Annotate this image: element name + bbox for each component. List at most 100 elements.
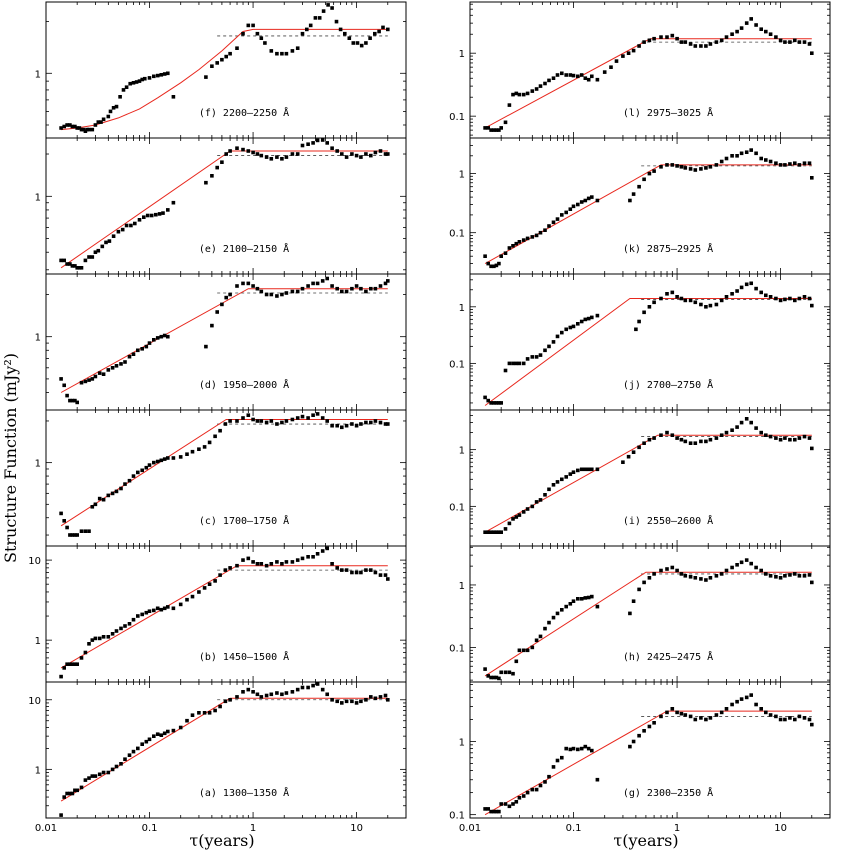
data-point bbox=[213, 434, 217, 439]
data-point bbox=[534, 638, 539, 643]
data-point bbox=[652, 721, 656, 725]
data-point bbox=[59, 511, 63, 516]
data-point bbox=[204, 344, 208, 349]
data-point bbox=[730, 702, 734, 707]
data-point bbox=[699, 167, 703, 171]
data-point bbox=[93, 774, 98, 778]
data-point bbox=[675, 164, 679, 168]
data-point bbox=[704, 717, 708, 722]
data-point bbox=[724, 707, 729, 711]
data-point bbox=[564, 327, 568, 332]
data-point bbox=[110, 491, 115, 496]
data-point bbox=[166, 208, 170, 212]
data-point bbox=[295, 416, 300, 420]
data-point bbox=[155, 606, 160, 611]
data-point bbox=[110, 632, 115, 636]
data-point bbox=[68, 791, 72, 796]
x-tick-label: 1 bbox=[250, 823, 256, 834]
data-point bbox=[525, 790, 530, 795]
data-point bbox=[204, 180, 208, 185]
data-point bbox=[96, 248, 101, 253]
data-point bbox=[683, 713, 688, 717]
y-tick-label: 1 bbox=[35, 69, 41, 80]
data-point bbox=[123, 624, 127, 628]
data-point bbox=[220, 57, 224, 62]
data-point bbox=[647, 724, 652, 729]
data-point bbox=[377, 29, 381, 34]
data-point bbox=[235, 695, 239, 699]
data-point bbox=[75, 126, 79, 130]
data-point bbox=[511, 671, 515, 676]
data-point bbox=[647, 576, 652, 580]
data-point bbox=[127, 478, 132, 483]
y-tick-label: 1 bbox=[35, 192, 41, 203]
data-point bbox=[642, 310, 646, 315]
data-point bbox=[521, 92, 526, 97]
data-point bbox=[317, 16, 322, 20]
data-point bbox=[579, 467, 584, 472]
data-point bbox=[486, 261, 490, 266]
data-point bbox=[699, 44, 703, 48]
data-point bbox=[534, 87, 539, 91]
data-point bbox=[714, 574, 719, 578]
data-point bbox=[364, 420, 368, 425]
data-point bbox=[788, 296, 792, 301]
data-point bbox=[223, 568, 228, 572]
data-point bbox=[259, 695, 264, 699]
data-point bbox=[144, 610, 149, 615]
data-point bbox=[595, 604, 600, 609]
data-point bbox=[59, 377, 63, 381]
data-point bbox=[306, 416, 310, 420]
data-point bbox=[207, 582, 212, 586]
data-point bbox=[65, 662, 69, 666]
data-point bbox=[197, 447, 201, 451]
data-point bbox=[119, 486, 123, 491]
data-point bbox=[330, 562, 334, 566]
data-point bbox=[128, 81, 132, 86]
data-point bbox=[497, 530, 501, 534]
data-point bbox=[708, 42, 713, 46]
data-point bbox=[783, 297, 787, 302]
data-point bbox=[576, 468, 580, 473]
data-point bbox=[350, 152, 354, 156]
y-tick-label: 1 bbox=[35, 765, 41, 776]
data-point bbox=[79, 785, 84, 790]
data-point bbox=[807, 573, 812, 577]
data-point bbox=[185, 597, 189, 602]
data-point bbox=[486, 398, 490, 403]
data-point bbox=[621, 54, 625, 58]
data-point bbox=[144, 739, 149, 744]
panel-label: (j) 2700–2750 Å bbox=[623, 378, 713, 391]
data-point bbox=[241, 690, 245, 694]
data-point bbox=[114, 489, 119, 494]
data-point bbox=[564, 210, 568, 215]
data-point bbox=[679, 572, 684, 576]
data-point bbox=[511, 361, 515, 366]
data-point bbox=[642, 40, 646, 44]
data-point bbox=[679, 296, 684, 301]
data-point bbox=[571, 73, 576, 78]
data-point bbox=[764, 433, 768, 437]
data-point bbox=[364, 152, 368, 156]
data-point bbox=[511, 92, 515, 97]
data-point bbox=[774, 436, 778, 440]
data-point bbox=[507, 361, 512, 366]
data-point bbox=[802, 295, 807, 299]
data-point bbox=[778, 38, 783, 43]
data-point bbox=[665, 710, 669, 715]
data-point bbox=[486, 674, 490, 678]
data-point bbox=[675, 295, 679, 299]
data-point bbox=[343, 31, 347, 36]
data-point bbox=[90, 127, 95, 132]
data-point bbox=[576, 597, 580, 601]
data-point bbox=[714, 713, 719, 717]
data-point bbox=[359, 570, 363, 575]
data-point bbox=[499, 530, 503, 534]
data-point bbox=[255, 692, 260, 697]
data-point bbox=[810, 580, 814, 585]
data-point bbox=[525, 507, 530, 511]
data-point bbox=[631, 450, 636, 454]
panel-label: (g) 2300–2350 Å bbox=[623, 786, 713, 799]
data-point bbox=[124, 85, 129, 89]
data-point bbox=[202, 586, 207, 590]
